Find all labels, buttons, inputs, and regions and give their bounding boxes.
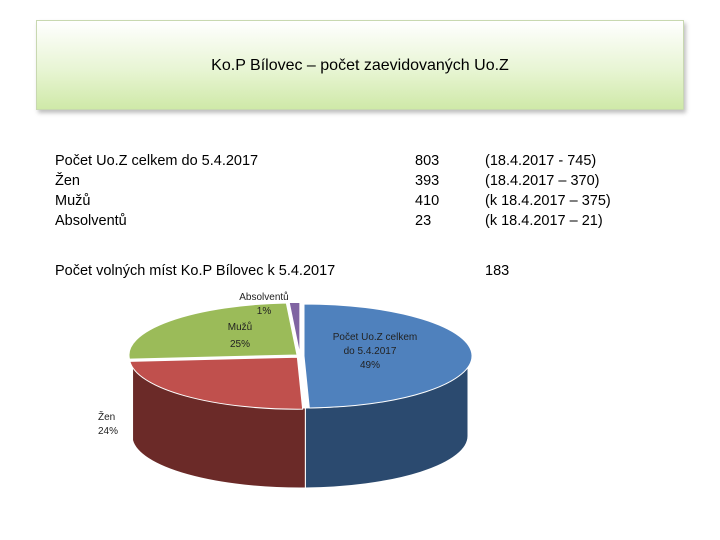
title-box: Ko.P Bílovec – počet zaevidovaných Uo.Z: [36, 20, 684, 110]
pie-tops: [128, 301, 473, 410]
pie-labels: Počet Uo.Z celkem do 5.4.2017 49% Žen 24…: [98, 291, 417, 437]
slice-percent-women: 24%: [98, 426, 118, 437]
stat-prev-women: (18.4.2017 – 370): [485, 173, 600, 189]
stat-prev-graduates: (k 18.4.2017 – 21): [485, 213, 603, 229]
vacancies-label: Počet volných míst Ko.P Bílovec k 5.4.20…: [55, 263, 336, 279]
pie-side-men: [131, 355, 134, 441]
stat-value-women: 393: [415, 173, 440, 189]
stat-label-women: Žen: [55, 173, 80, 189]
stat-label-men: Mužů: [55, 193, 91, 209]
slice-label-women: Žen: [98, 410, 115, 423]
stat-value-men: 410: [415, 193, 440, 209]
slice-percent-total: 49%: [360, 360, 380, 371]
pie-slice-men: [128, 302, 298, 360]
stat-value-graduates: 23: [415, 213, 432, 229]
page-title: Ko.P Bílovec – počet zaevidovaných Uo.Z: [211, 57, 509, 74]
stat-label-total: Počet Uo.Z celkem do 5.4.2017: [55, 153, 259, 169]
pie-slice-total: [303, 303, 473, 409]
stat-value-total: 803: [415, 153, 440, 169]
slice-percent-men: 25%: [230, 339, 250, 350]
stat-prev-men: (k 18.4.2017 – 375): [485, 193, 611, 209]
slice-label-total-line2: do 5.4.2017: [344, 346, 397, 357]
slice-label-total-line1: Počet Uo.Z celkem: [333, 332, 417, 343]
stat-label-graduates: Absolventů: [55, 213, 127, 229]
vacancies-value: 183: [485, 263, 510, 279]
stat-prev-total: (18.4.2017 - 745): [485, 153, 597, 169]
slice-label-men: Mužů: [228, 321, 252, 333]
pie-chart: Počet Uo.Z celkem do 5.4.2017 49% Žen 24…: [98, 291, 473, 489]
pie-slice-graduates: [288, 301, 301, 355]
slice-percent-graduates: 1%: [257, 306, 272, 317]
slice-label-graduates: Absolventů: [239, 291, 288, 303]
pie-slice-women: [129, 356, 304, 410]
